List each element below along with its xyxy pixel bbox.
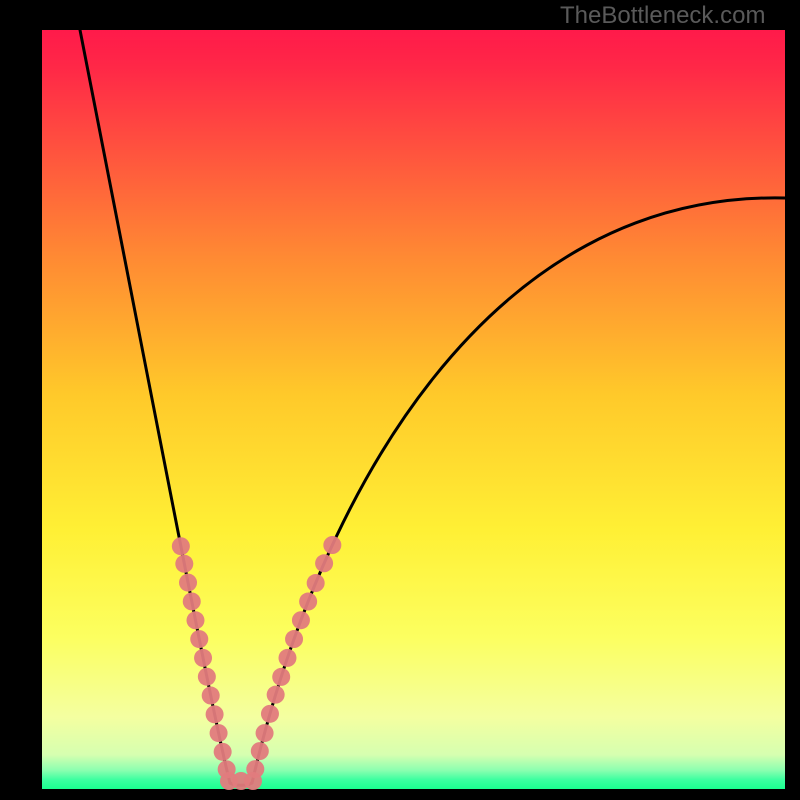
marker-dot [186,611,204,629]
marker-dot [261,705,279,723]
marker-dot [210,724,228,742]
marker-dot [256,724,274,742]
marker-dot [315,554,333,572]
marker-dot [206,705,224,723]
marker-dot [183,592,201,610]
marker-dot [292,611,310,629]
marker-dot [267,686,285,704]
marker-dot [299,593,317,611]
marker-dot [244,772,262,790]
marker-dot [285,630,303,648]
watermark-text: TheBottleneck.com [560,2,765,30]
marker-dot [202,687,220,705]
marker-dot [175,555,193,573]
marker-dot [179,574,197,592]
marker-dot [194,649,212,667]
marker-dot [307,574,325,592]
marker-dot [214,743,232,761]
marker-dot [198,668,216,686]
marker-dot [278,649,296,667]
chart-stage: TheBottleneck.com [0,0,800,800]
marker-dot [190,630,208,648]
marker-dot [272,668,290,686]
marker-dot [323,536,341,554]
marker-dot [172,537,190,555]
chart-svg [0,0,800,800]
marker-dot [251,742,269,760]
